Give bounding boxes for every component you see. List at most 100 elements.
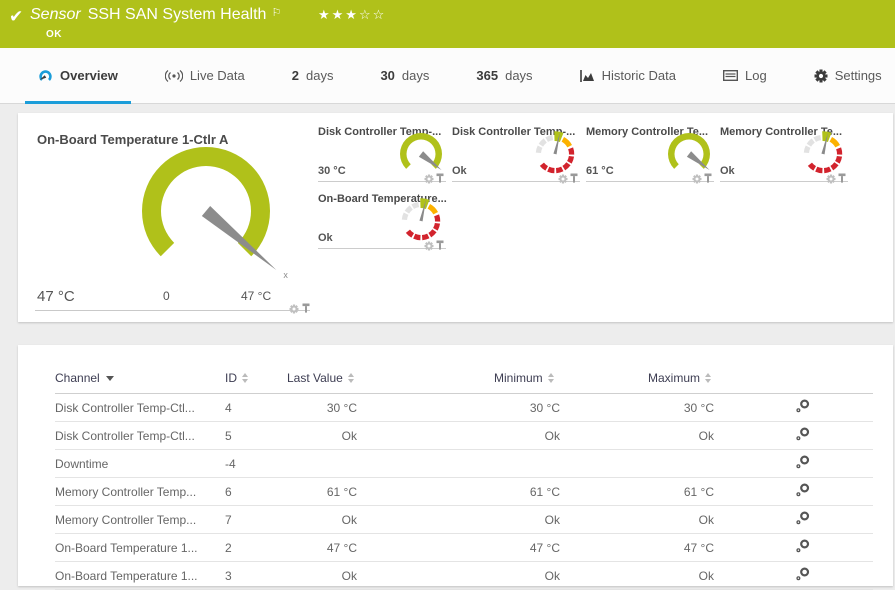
- channel-settings-wrench-icon[interactable]: [795, 538, 810, 554]
- status-badge: OK: [46, 29, 62, 40]
- status-gauge: [798, 128, 848, 183]
- cell-minimum: Ok: [544, 512, 560, 527]
- col-header-maximum[interactable]: Maximum: [648, 371, 714, 385]
- cell-maximum: Ok: [698, 428, 714, 443]
- channel-settings-wrench-icon[interactable]: [795, 566, 810, 582]
- gauges-panel: On-Board Temperature 1-Ctlr A x 47 °C 0 …: [18, 113, 893, 322]
- pin-icon[interactable]: [436, 173, 444, 184]
- gear-icon[interactable]: [558, 174, 568, 184]
- priority-stars[interactable]: ★★★☆☆: [318, 7, 387, 22]
- cell-maximum: 47 °C: [683, 540, 714, 555]
- sensor-header-bar: ✔ Sensor SSH SAN System Health ⚐ ★★★☆☆ OK: [0, 0, 895, 48]
- cell-minimum: 47 °C: [529, 540, 560, 555]
- gauge-tile-1[interactable]: Disk Controller Temp-... 30 °C: [318, 120, 446, 184]
- gauge-icon: [38, 69, 53, 83]
- sort-icon: [705, 373, 712, 383]
- cell-id: -4: [225, 456, 236, 471]
- tab-settings[interactable]: Settings: [801, 48, 895, 103]
- table-row: Memory Controller Temp... 7 Ok Ok Ok: [55, 506, 873, 534]
- cell-minimum: Ok: [544, 568, 560, 583]
- table-row: Disk Controller Temp-Ctl... 5 Ok Ok Ok: [55, 422, 873, 450]
- gauge-tile-title: Memory Controller Te...: [720, 126, 843, 138]
- cell-channel: Memory Controller Temp...: [55, 512, 197, 527]
- cell-id: 3: [225, 568, 232, 583]
- channel-table-body: Disk Controller Temp-Ctl... 4 30 °C 30 °C 30…: [55, 394, 873, 590]
- cell-channel: Downtime: [55, 456, 109, 471]
- gauge-tile-5[interactable]: On-Board Temperature... Ok: [318, 187, 447, 251]
- cell-id: 5: [225, 428, 232, 443]
- cell-last-value: 61 °C: [326, 484, 357, 499]
- cell-minimum: 30 °C: [529, 400, 560, 415]
- table-row: Disk Controller Temp-Ctl... 4 30 °C 30 °C 30…: [55, 394, 873, 422]
- tab-30-days[interactable]: 30 days: [367, 48, 442, 103]
- svg-text:x: x: [283, 270, 288, 280]
- channel-settings-wrench-icon[interactable]: [795, 426, 810, 442]
- pin-icon[interactable]: [838, 173, 846, 184]
- sort-icon: [547, 373, 554, 383]
- tab-number: 30: [380, 68, 395, 83]
- tab-historic-data[interactable]: Historic Data: [567, 48, 689, 103]
- col-header-channel[interactable]: Channel: [55, 371, 225, 385]
- cell-id: 4: [225, 400, 232, 415]
- pin-icon[interactable]: [302, 303, 310, 314]
- tab-2-days[interactable]: 2 days: [279, 48, 347, 103]
- gauge-tile-actions: [424, 173, 444, 184]
- radial-gauge: [396, 128, 446, 183]
- gauge-scale-min-label: 0: [163, 289, 170, 303]
- pin-icon[interactable]: [570, 173, 578, 184]
- gauge-tile-value: Ok: [318, 232, 333, 244]
- gear-icon[interactable]: [424, 174, 434, 184]
- gauge-tile-4[interactable]: Memory Controller Te... Ok: [720, 120, 848, 184]
- channel-table: Channel ID Last Value Minimum Maximum Di…: [55, 363, 873, 590]
- tab-number: 365: [476, 68, 499, 83]
- page-title: SSH SAN System Health: [87, 6, 267, 23]
- gauge-tile-2[interactable]: Disk Controller Temp-... Ok: [452, 120, 580, 184]
- channel-settings-wrench-icon[interactable]: [795, 482, 810, 498]
- cell-minimum: 61 °C: [529, 484, 560, 499]
- sensor-title-line: Sensor SSH SAN System Health ⚐: [30, 6, 281, 24]
- status-gauge: [530, 128, 580, 183]
- gauge-tile-3[interactable]: Memory Controller Te... 61 °C: [586, 120, 714, 184]
- gauge-tile-title: Disk Controller Temp-...: [318, 126, 442, 138]
- gauge-tile-value: Ok: [720, 165, 735, 177]
- gear-icon[interactable]: [692, 174, 702, 184]
- gauge-tile-actions: [692, 173, 712, 184]
- tab-365-days[interactable]: 365 days: [463, 48, 545, 103]
- cell-channel: Memory Controller Temp...: [55, 484, 197, 499]
- tab-label: Live Data: [189, 68, 245, 83]
- channel-table-header: Channel ID Last Value Minimum Maximum: [55, 363, 873, 394]
- cell-channel: Disk Controller Temp-Ctl...: [55, 428, 195, 443]
- channel-settings-wrench-icon[interactable]: [795, 398, 810, 414]
- radial-gauge: [664, 128, 714, 183]
- channel-settings-wrench-icon[interactable]: [795, 454, 810, 470]
- gear-icon[interactable]: [424, 241, 434, 251]
- primary-tile-actions: [289, 303, 310, 314]
- gauge-tile-title: Disk Controller Temp-...: [452, 126, 576, 138]
- live-icon: [164, 69, 183, 82]
- cell-maximum: 30 °C: [683, 400, 714, 415]
- table-row: Downtime -4: [55, 450, 873, 478]
- tab-live-data[interactable]: Live Data: [152, 48, 258, 103]
- cell-last-value: 47 °C: [326, 540, 357, 555]
- tab-log[interactable]: Log: [710, 48, 780, 103]
- cell-maximum: 61 °C: [683, 484, 714, 499]
- gear-icon[interactable]: [826, 174, 836, 184]
- col-header-last-value[interactable]: Last Value: [287, 371, 357, 385]
- pin-icon[interactable]: [704, 173, 712, 184]
- cell-last-value: 30 °C: [326, 400, 357, 415]
- col-header-id[interactable]: ID: [225, 371, 287, 385]
- tab-label: Overview: [60, 68, 118, 83]
- gauge-tile-value: Ok: [452, 165, 467, 177]
- primary-gauge-tile[interactable]: On-Board Temperature 1-Ctlr A x 47 °C 0 …: [35, 120, 310, 314]
- flag-icon[interactable]: ⚐: [271, 7, 282, 19]
- tab-number: 2: [291, 68, 299, 83]
- tab-overview[interactable]: Overview: [25, 48, 131, 104]
- channel-settings-wrench-icon[interactable]: [795, 510, 810, 526]
- cell-id: 2: [225, 540, 232, 555]
- tab-label: days: [305, 68, 334, 83]
- log-icon: [722, 70, 738, 81]
- gear-icon[interactable]: [289, 304, 299, 314]
- col-header-minimum[interactable]: Minimum: [494, 371, 560, 385]
- pin-icon[interactable]: [436, 240, 444, 251]
- primary-gauge-title: On-Board Temperature 1-Ctlr A: [37, 132, 229, 147]
